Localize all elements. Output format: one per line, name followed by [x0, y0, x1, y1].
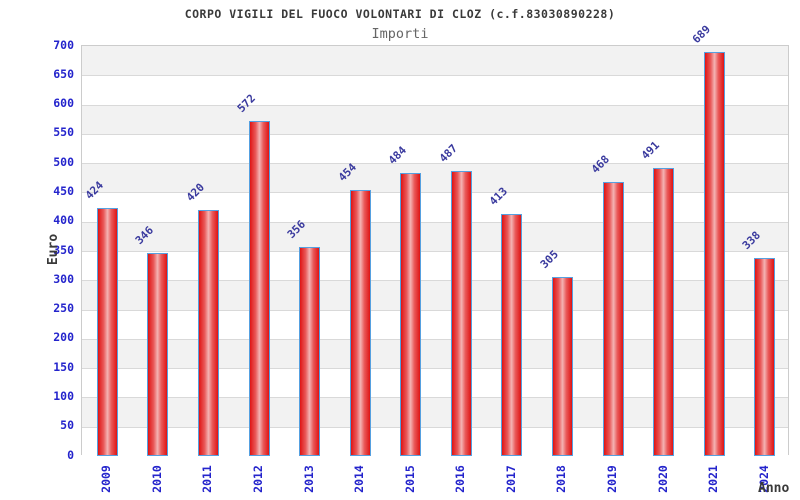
- y-tick-label: 400: [53, 213, 74, 228]
- chart-title: CORPO VIGILI DEL FUOCO VOLONTARI DI CLOZ…: [184, 7, 616, 21]
- grid-band: [82, 46, 788, 76]
- bar: [197, 210, 219, 456]
- x-tick-label: 2016: [453, 465, 468, 493]
- bar: [349, 190, 371, 456]
- gridline: [82, 251, 788, 252]
- bar: [400, 172, 422, 456]
- y-tick-label: 500: [53, 154, 74, 169]
- grid-band: [82, 221, 788, 251]
- y-tick-label: 550: [53, 125, 74, 140]
- bar: [501, 214, 523, 456]
- gridline: [82, 75, 788, 76]
- x-tick-label: 2015: [402, 465, 417, 493]
- grid-band: [82, 397, 788, 427]
- x-tick-label: 2012: [251, 465, 265, 493]
- x-tick-label: 2013: [301, 465, 316, 493]
- y-tick-label: 700: [53, 37, 74, 52]
- y-tick-label: 200: [53, 330, 74, 345]
- gridline: [82, 280, 788, 281]
- grid-band: [82, 251, 788, 281]
- bar: [248, 120, 270, 456]
- gridline: [82, 310, 788, 311]
- bar: [653, 168, 675, 456]
- grid-band: [82, 426, 788, 456]
- y-tick-label: 300: [53, 271, 74, 286]
- gridline: [82, 368, 788, 369]
- x-axis-title: Anno: [758, 481, 790, 496]
- gridline: [82, 339, 788, 340]
- grid-band: [82, 280, 788, 310]
- y-tick-label: 150: [53, 359, 74, 374]
- gridline: [82, 134, 788, 135]
- x-tick-label: 2010: [149, 465, 164, 493]
- y-tick-label: 650: [53, 66, 74, 81]
- bar: [299, 247, 321, 456]
- y-tick-label: 250: [53, 301, 74, 316]
- bar: [703, 52, 725, 456]
- chart-subtitle: Importi: [371, 26, 429, 42]
- gridline: [82, 397, 788, 398]
- bar: [147, 253, 169, 456]
- x-tick-label: 2019: [605, 465, 619, 493]
- x-tick-label: 2014: [352, 465, 367, 493]
- grid-band: [82, 75, 788, 105]
- x-tick-label: 2021: [706, 465, 721, 493]
- bar: [96, 207, 118, 456]
- y-tick-label: 350: [53, 242, 74, 257]
- x-tick-label: 2018: [554, 465, 569, 493]
- grid-band: [82, 338, 788, 369]
- x-tick-label: 2020: [655, 465, 670, 493]
- gridline: [82, 105, 788, 106]
- x-tick-label: 2009: [99, 465, 114, 493]
- gridline: [82, 222, 788, 223]
- bar: [450, 170, 472, 456]
- grid-band: [82, 163, 788, 193]
- gridline: [82, 192, 788, 193]
- plot-area: [81, 45, 789, 456]
- y-tick-label: 450: [53, 183, 74, 198]
- x-tick-label: 2017: [503, 465, 518, 493]
- y-tick-label: 600: [53, 96, 74, 111]
- y-axis-title: Euro: [46, 233, 62, 266]
- gridline: [82, 427, 788, 428]
- y-tick-label: 100: [53, 388, 74, 403]
- bar: [551, 277, 573, 456]
- gridline: [82, 163, 788, 164]
- y-tick-label: 0: [67, 447, 74, 462]
- x-tick-label: 2011: [200, 465, 215, 493]
- bar: [602, 181, 624, 456]
- grid-band: [82, 368, 788, 398]
- grid-band: [82, 133, 788, 164]
- y-tick-label: 50: [60, 418, 74, 433]
- bar: [754, 258, 776, 456]
- grid-band: [82, 104, 788, 134]
- grid-band: [82, 309, 788, 339]
